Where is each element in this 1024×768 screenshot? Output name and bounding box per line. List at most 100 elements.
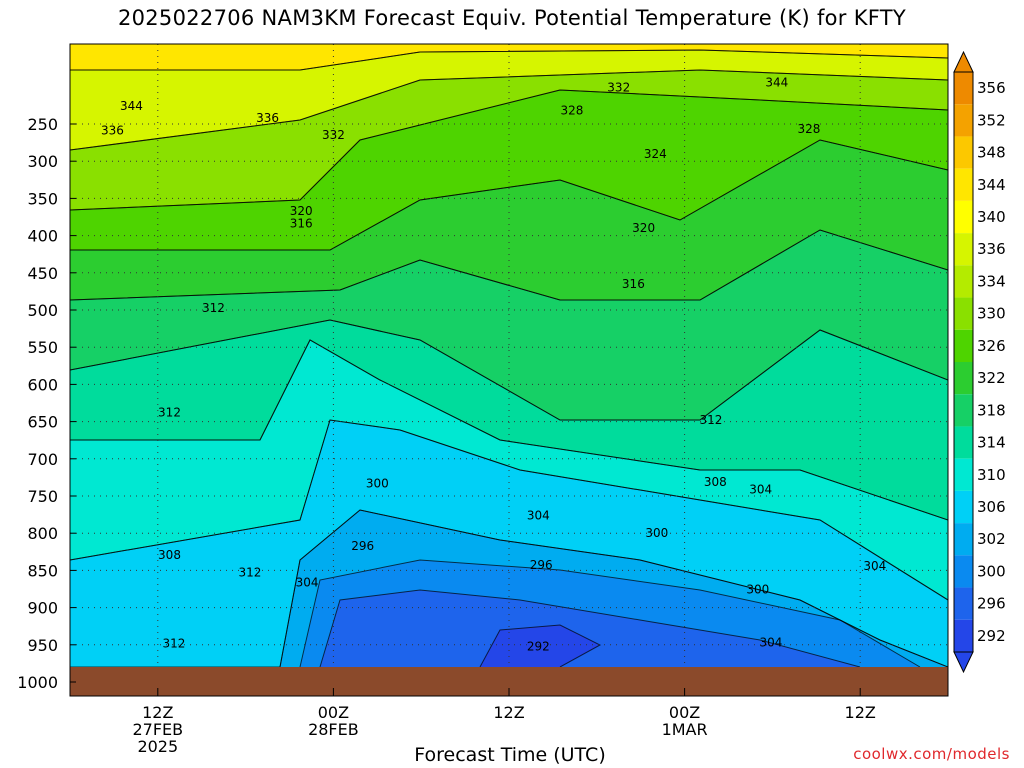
field-band-311 — [70, 340, 948, 600]
colorbar-label: 314 — [977, 434, 1006, 452]
colorbar-label: 306 — [977, 498, 1006, 516]
colorbar-segment — [954, 587, 973, 620]
colorbar-label: 296 — [977, 595, 1006, 613]
y-tick-label: 750 — [27, 487, 58, 506]
colorbar-segment — [954, 136, 973, 169]
contour-label: 336 — [256, 111, 279, 125]
x-tick-label: 28FEB — [308, 720, 359, 739]
field-band-323 — [70, 140, 948, 300]
y-tick-label: 950 — [27, 636, 58, 655]
colorbar-segment — [954, 329, 973, 362]
contour-label: 312 — [158, 406, 181, 420]
contour-label: 300 — [746, 583, 769, 597]
colorbar-label: 300 — [977, 562, 1006, 580]
colorbar-label: 330 — [977, 305, 1006, 323]
colorbar-segment — [954, 394, 973, 427]
colorbar-label: 352 — [977, 111, 1006, 129]
field-band-319 — [70, 230, 948, 420]
colorbar-label: 318 — [977, 401, 1006, 419]
colorbar-label: 336 — [977, 240, 1006, 258]
colorbar-label: 356 — [977, 79, 1006, 97]
colorbar-segment — [954, 555, 973, 588]
contour-label: 328 — [560, 104, 583, 118]
x-tick-label: 12Z — [845, 703, 876, 722]
contour-label: 344 — [120, 99, 143, 113]
chart-title: 2025022706 NAM3KM Forecast Equiv. Potent… — [117, 6, 907, 30]
y-tick-label: 400 — [27, 227, 58, 246]
field-band-296 — [320, 590, 860, 667]
contour-label: 312 — [162, 636, 185, 650]
contour-line-300 — [299, 559, 921, 667]
y-tick-label: 900 — [27, 599, 58, 618]
colorbar-segment — [954, 490, 973, 524]
colorbar-segment — [954, 362, 973, 395]
contour-label: 296 — [351, 539, 374, 553]
contour-label: 336 — [101, 124, 124, 138]
colorbar-label: 292 — [977, 627, 1006, 645]
contour-line-303 — [279, 509, 948, 667]
colorbar: 356 352 348 344 340 336 334 330 326 322 318 314 310 3… — [953, 50, 1006, 674]
y-axis: 250 300 350 400 450 500 550 600 650 700 750 800 850 9… — [17, 115, 76, 692]
y-tick-label: 550 — [27, 338, 58, 357]
colorbar-segment — [954, 297, 973, 330]
y-tick-label: 600 — [27, 375, 58, 394]
credit-link[interactable]: coolwx.com/models — [853, 745, 1010, 763]
colorbar-segment — [954, 265, 973, 298]
colorbar-segment — [954, 619, 973, 652]
y-tick-label: 850 — [27, 561, 58, 580]
contour-line-296 — [319, 589, 861, 667]
contour-label: 320 — [632, 221, 655, 235]
contour-label: 292 — [527, 639, 550, 653]
colorbar-label: 340 — [977, 208, 1006, 226]
field-band-307 — [70, 420, 948, 667]
y-tick-label: 250 — [27, 115, 58, 134]
contour-label: 324 — [644, 147, 667, 161]
x-tick-label: 12Z — [493, 703, 524, 722]
y-tick-label: 300 — [27, 152, 58, 171]
colorbar-label: 334 — [977, 272, 1006, 290]
contour-label: 332 — [322, 128, 345, 142]
colorbar-segment — [954, 523, 973, 556]
contour-label: 312 — [202, 301, 225, 315]
grid-lines — [70, 44, 948, 667]
contour-label: 316 — [290, 217, 313, 231]
y-tick-label: 500 — [27, 301, 58, 320]
y-tick-label: 1000 — [17, 673, 58, 692]
contour-label: 312 — [239, 566, 262, 580]
field-band-332 — [70, 70, 948, 210]
x-axis-title: Forecast Time (UTC) — [414, 744, 606, 766]
contour-label: 308 — [158, 548, 181, 562]
contour-label: 328 — [798, 122, 821, 136]
contour-label: 316 — [622, 277, 645, 291]
contour-label: 332 — [607, 81, 630, 95]
x-tick-label: 1MAR — [662, 720, 708, 739]
contour-label: 312 — [699, 413, 722, 427]
contour-label: 344 — [765, 75, 788, 89]
colorbar-segment — [954, 426, 973, 459]
colorbar-top-arrow — [953, 50, 974, 73]
field-band-292 — [480, 625, 600, 667]
y-tick-label: 800 — [27, 524, 58, 543]
y-tick-label: 700 — [27, 450, 58, 469]
contour-label: 300 — [645, 526, 668, 540]
colorbar-segment — [954, 233, 973, 266]
theta-e-field — [70, 44, 948, 667]
x-tick-label: 2025 — [137, 737, 178, 756]
colorbar-segment — [954, 168, 973, 201]
contour-label: 300 — [366, 476, 389, 490]
colorbar-frame — [953, 71, 974, 653]
x-tick-label: 00Z — [318, 703, 349, 722]
contour-line-292 — [479, 624, 602, 667]
contour-label: 304 — [749, 482, 772, 496]
x-tick-label: 12Z — [142, 703, 173, 722]
colorbar-segment — [954, 458, 973, 491]
contour-label: 304 — [759, 636, 782, 650]
colorbar-bottom-arrow — [953, 651, 974, 674]
colorbar-segment — [954, 104, 973, 137]
contour-label: 308 — [704, 475, 727, 489]
contour-label: 304 — [863, 559, 886, 573]
contour-label: 304 — [296, 575, 319, 589]
contour-label: 320 — [290, 204, 313, 218]
